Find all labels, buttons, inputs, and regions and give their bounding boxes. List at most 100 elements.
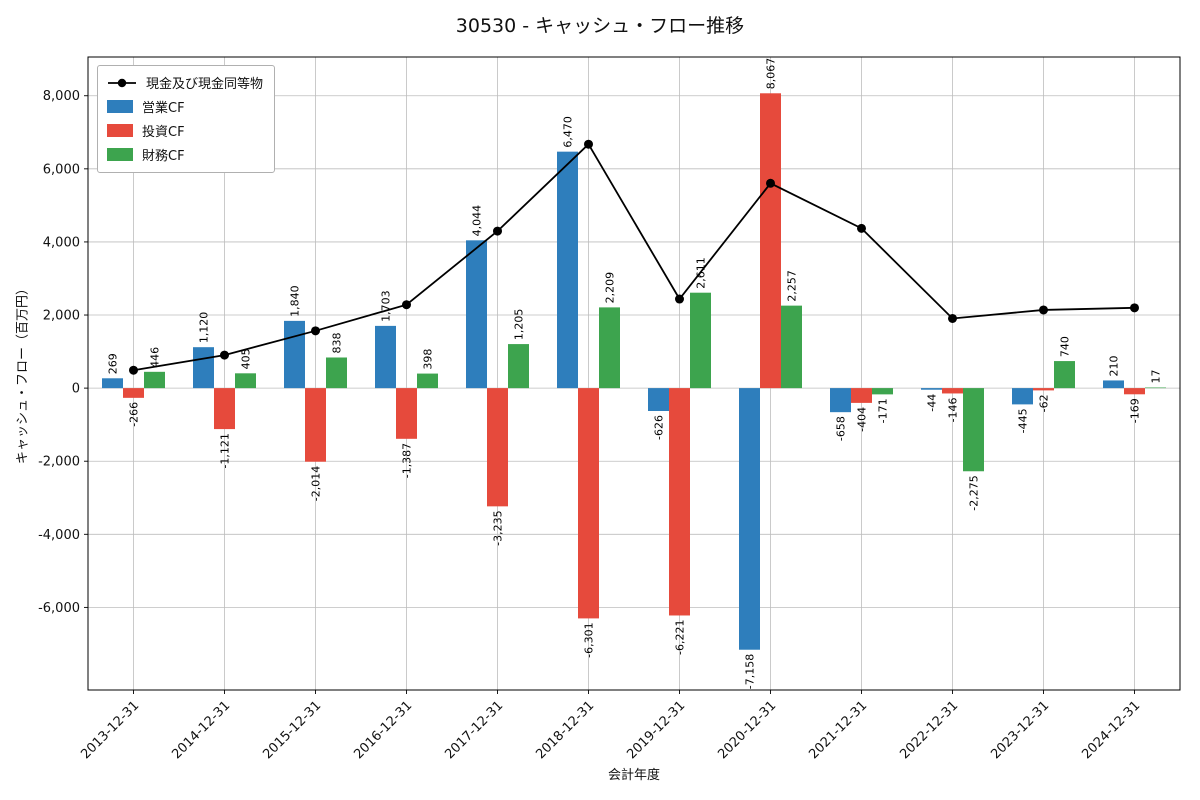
- bar-value-label: -2,275: [967, 475, 980, 510]
- y-tick-label: -4,000: [38, 528, 80, 543]
- bar: [284, 320, 305, 389]
- cash-line-marker: [766, 178, 775, 188]
- bar: [557, 151, 578, 389]
- bar-value-label: -6,221: [673, 619, 686, 654]
- bar-value-label: -445: [1016, 408, 1029, 433]
- cash-line-marker: [402, 300, 411, 310]
- bar-value-label: -6,301: [582, 622, 595, 657]
- bar: [235, 373, 256, 389]
- x-tick-label: 2022-12-31: [897, 698, 961, 762]
- plot-border: [87, 56, 1181, 691]
- legend-item-operating-cf: 営業CF: [107, 97, 263, 116]
- bar-value-label: 17: [1149, 369, 1162, 383]
- bar-value-label: -658: [834, 416, 847, 441]
- bar-series-2: [144, 292, 1166, 472]
- legend: 現金及び現金同等物 営業CF 投資CF 財務CF: [97, 65, 276, 173]
- bar: [599, 307, 620, 389]
- bar: [375, 325, 396, 389]
- cash-line-marker: [857, 223, 866, 233]
- y-axis-label: キャッシュ・フロー（百万円）: [15, 281, 31, 465]
- bar-value-label: -169: [1128, 398, 1141, 423]
- bar-value-label: 838: [330, 332, 343, 353]
- y-tick-label: 8,000: [43, 89, 80, 104]
- legend-item-investing-cf: 投資CF: [107, 121, 263, 140]
- investing-cf-swatch-icon: [107, 124, 133, 137]
- y-tick-label: -6,000: [38, 601, 80, 616]
- tick-marks: [84, 95, 1135, 694]
- bar: [396, 388, 417, 439]
- financing-cf-swatch-icon: [107, 148, 133, 161]
- bar-value-label: 398: [421, 349, 434, 370]
- bar-value-label: 1,205: [512, 309, 525, 341]
- bar: [417, 373, 438, 389]
- bar-value-label: 210: [1107, 355, 1120, 376]
- bar-value-label: 446: [148, 347, 161, 368]
- bar-value-label: -2,014: [309, 466, 322, 501]
- cash-line-marker: [220, 350, 229, 360]
- bar: [466, 240, 487, 389]
- x-tick-label: 2021-12-31: [806, 698, 870, 762]
- x-tick-labels: 2013-12-31 2014-12-31 2015-12-31 2016-12-31…: [78, 698, 1143, 762]
- bar: [123, 388, 144, 398]
- bar-value-label: 2,257: [785, 270, 798, 302]
- cash-line-marker: [584, 139, 593, 149]
- x-tick-label: 2024-12-31: [1079, 698, 1143, 762]
- legend-label-financing-cf: 財務CF: [142, 149, 185, 164]
- bar-value-label: 740: [1058, 336, 1071, 357]
- bar: [305, 388, 326, 462]
- cash-line-marker: [129, 365, 138, 375]
- x-tick-label: 2015-12-31: [260, 698, 324, 762]
- bar: [326, 357, 347, 389]
- cash-line-marker: [675, 294, 684, 304]
- bar: [487, 388, 508, 507]
- bar-value-label: 6,470: [561, 116, 574, 148]
- bar: [1145, 387, 1166, 389]
- bar: [648, 388, 669, 411]
- cash-line-marker: [948, 313, 957, 323]
- cash-line-markers: [129, 139, 1139, 375]
- legend-label-investing-cf: 投資CF: [142, 125, 185, 140]
- x-tick-label: 2019-12-31: [624, 698, 688, 762]
- bar: [872, 388, 893, 395]
- x-tick-label: 2013-12-31: [78, 698, 142, 762]
- bar-value-label: -626: [652, 415, 665, 440]
- x-tick-label: 2023-12-31: [988, 698, 1052, 762]
- bar: [963, 388, 984, 472]
- bar: [781, 305, 802, 389]
- x-axis-label: 会計年度: [607, 768, 661, 783]
- bar-value-label: -44: [925, 394, 938, 412]
- x-tick-label: 2016-12-31: [351, 698, 415, 762]
- bar-value-label: 1,120: [197, 312, 210, 344]
- bar-value-label: -146: [946, 397, 959, 422]
- bar-value-label: 405: [239, 348, 252, 369]
- bar-value-labels: 269 1,120 1,840 1,703 4,044 6,470 -626 -7,158 -6…: [106, 58, 1162, 689]
- legend-label-cash-equivalents: 現金及び現金同等物: [146, 77, 264, 92]
- bar-series-1: [123, 93, 1145, 619]
- bar: [578, 388, 599, 619]
- y-tick-labels: -6,000 -4,000 -2,000 0 2,000 4,000 6,000 8,000: [38, 89, 80, 616]
- bar: [760, 93, 781, 389]
- cash-line-marker: [1039, 305, 1048, 315]
- chart-title: 30530 - キャッシュ・フロー推移: [455, 15, 745, 37]
- bar-series-0: [102, 151, 1124, 650]
- bar: [1012, 388, 1033, 405]
- bar-value-label: 2,611: [694, 257, 707, 289]
- bar-value-label: -171: [876, 398, 889, 423]
- bar: [851, 388, 872, 403]
- bar-value-label: -1,387: [400, 443, 413, 478]
- bar: [1103, 380, 1124, 389]
- bar-value-label: 4,044: [470, 205, 483, 237]
- bar: [144, 371, 165, 389]
- cash-line-marker: [1130, 303, 1139, 313]
- bar-value-label: -266: [127, 402, 140, 427]
- cash-line-marker: [311, 326, 320, 336]
- x-tick-label: 2020-12-31: [715, 698, 779, 762]
- bar-value-label: 1,703: [379, 290, 392, 322]
- bar: [508, 344, 529, 389]
- bar-value-label: -3,235: [491, 510, 504, 545]
- bar-value-label: -7,158: [743, 654, 756, 689]
- y-tick-label: 4,000: [43, 235, 80, 250]
- bar: [669, 388, 690, 616]
